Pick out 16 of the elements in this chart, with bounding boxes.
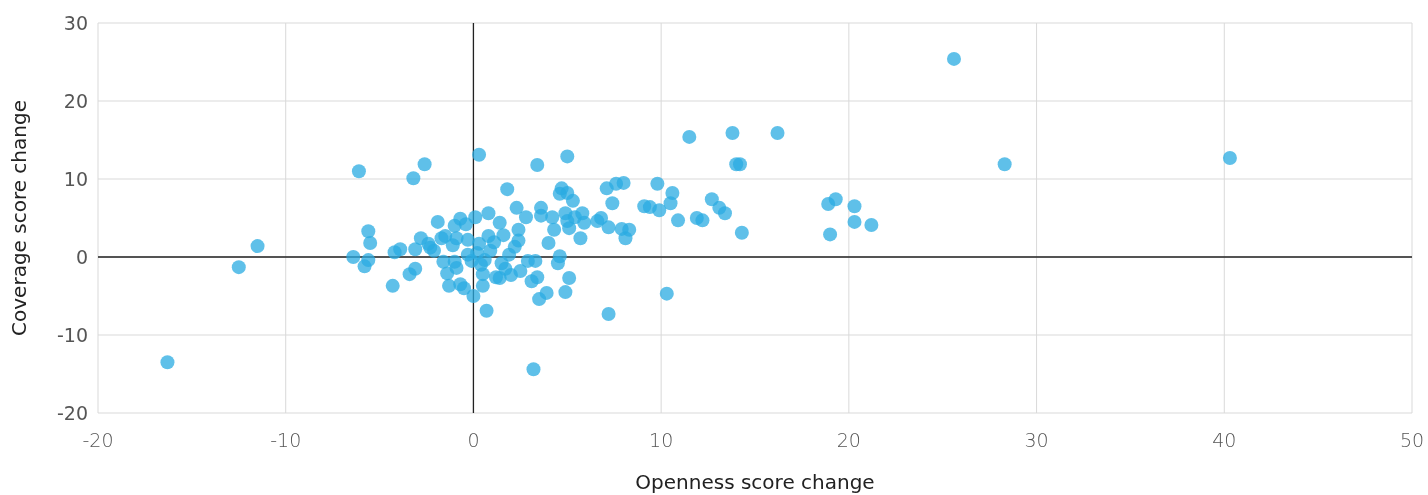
x-axis-title: Openness score change: [635, 470, 875, 494]
x-tick-label: 20: [836, 429, 861, 451]
y-tick-label: -20: [56, 402, 88, 424]
y-axis-title: Coverage score change: [7, 100, 31, 336]
x-tick-label: 40: [1212, 429, 1237, 451]
x-tick-label: -10: [270, 429, 302, 451]
x-tick-label: 50: [1399, 429, 1425, 451]
x-tick-label: 0: [467, 429, 480, 451]
y-tick-label: 10: [63, 168, 88, 190]
y-tick-label: -10: [56, 324, 88, 346]
x-tick-label: -20: [82, 429, 114, 451]
y-tick-label: 20: [63, 90, 88, 112]
y-tick-label: 0: [75, 246, 88, 268]
x-tick-label: 10: [649, 429, 674, 451]
x-tick-label: 30: [1024, 429, 1049, 451]
y-tick-label: 30: [63, 12, 88, 34]
